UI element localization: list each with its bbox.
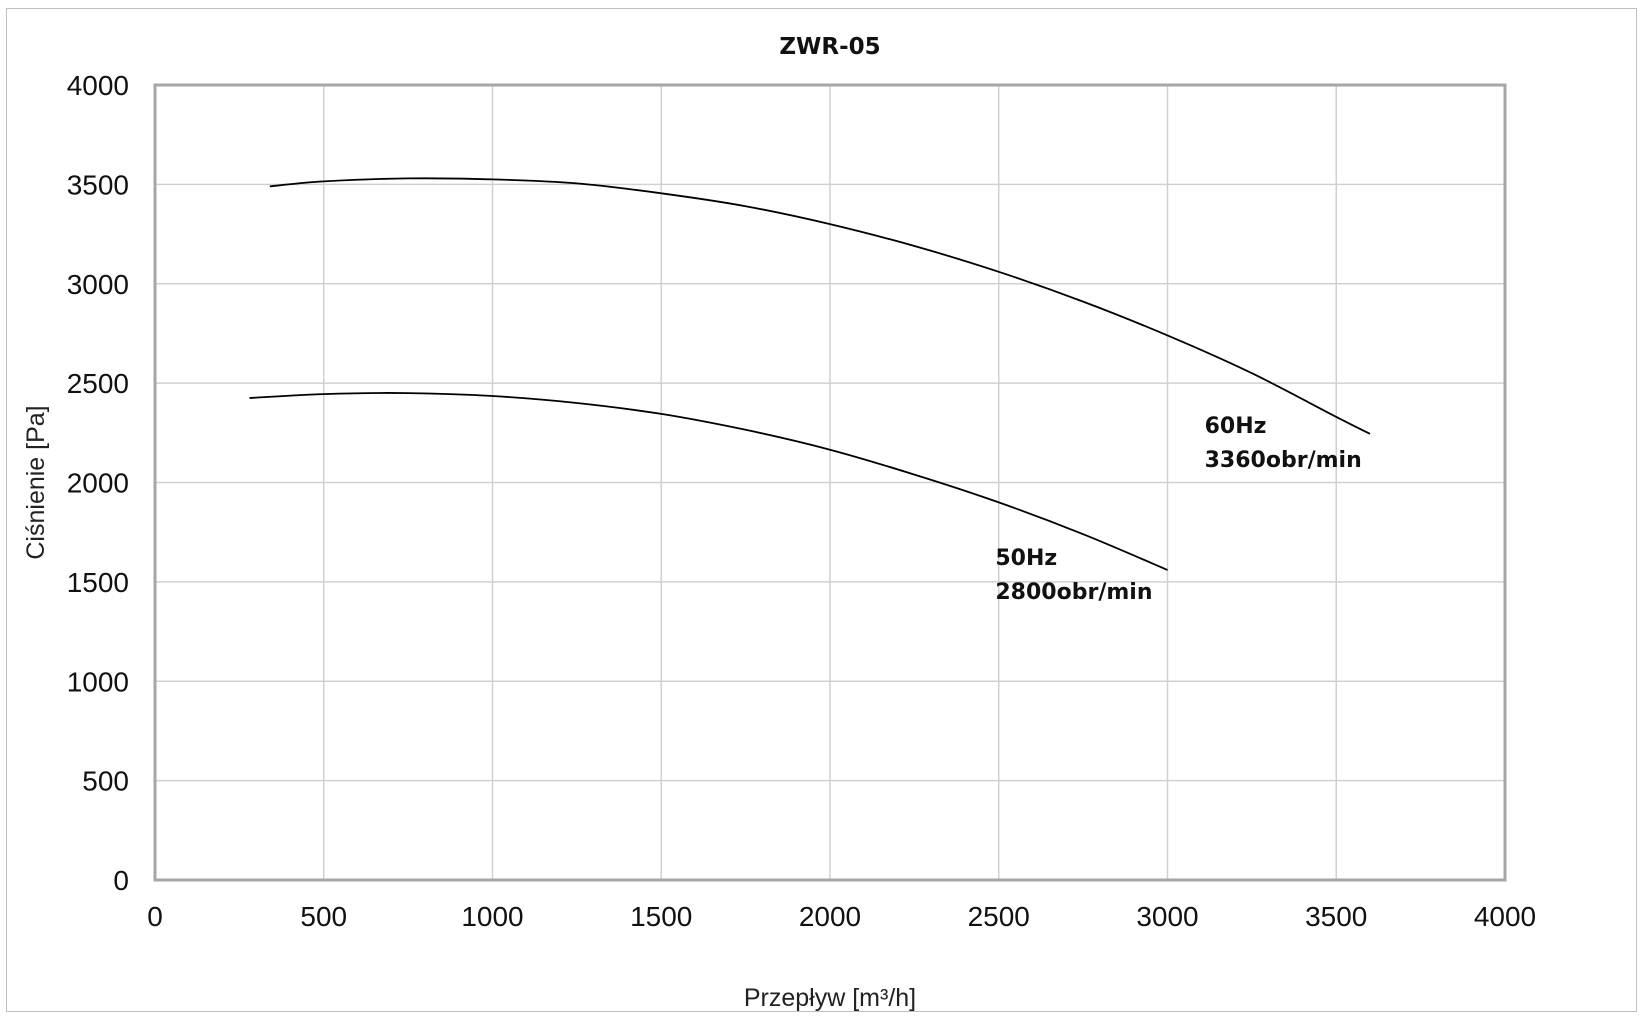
x-tick-label: 3500 [1305,901,1367,932]
y-tick-label: 2000 [67,468,129,499]
x-tick-label: 500 [300,901,347,932]
x-tick-label: 4000 [1474,901,1536,932]
x-tick-labels: 0 500 1000 1500 2000 2500 3000 3500 4000 [147,901,1536,932]
annotation-layer: 60Hz 3360obr/min 50Hz 2800obr/min [995,414,1361,605]
curve-annotation: 60Hz 3360obr/min [1205,414,1362,473]
y-tick-label: 500 [82,766,129,797]
chart-title: ZWR-05 [779,34,880,60]
curve-annotation: 50Hz 2800obr/min [995,546,1152,605]
annotation-line: 3360obr/min [1205,448,1362,473]
annotation-line: 60Hz [1205,414,1267,439]
y-tick-labels: 0 500 1000 1500 2000 2500 3000 3500 4000 [67,70,129,896]
x-axis-title: Przepływ [m³/h] [744,984,916,1012]
y-tick-label: 3000 [67,269,129,300]
grid-layer [154,84,1506,881]
x-tick-label: 2000 [799,901,861,932]
y-tick-label: 4000 [67,70,129,101]
y-tick-label: 2500 [67,368,129,399]
annotation-line: 50Hz [995,546,1057,571]
x-tick-label: 2500 [968,901,1030,932]
series-layer [249,177,1371,571]
x-tick-label: 0 [147,901,163,932]
x-tick-label: 3000 [1136,901,1198,932]
y-tick-label: 3500 [67,169,129,200]
series-line-2 [249,392,1168,571]
x-tick-label: 1500 [630,901,692,932]
series-line-1 [269,177,1371,435]
annotation-line: 2800obr/min [995,580,1152,605]
x-tick-label: 1000 [461,901,523,932]
y-tick-label: 1500 [67,567,129,598]
y-axis-title: Ciśnienie [Pa] [22,405,50,559]
chart-frame [6,8,1637,1012]
y-tick-label: 0 [113,865,129,896]
plot-area-border [153,83,1507,882]
y-tick-label: 1000 [67,666,129,697]
